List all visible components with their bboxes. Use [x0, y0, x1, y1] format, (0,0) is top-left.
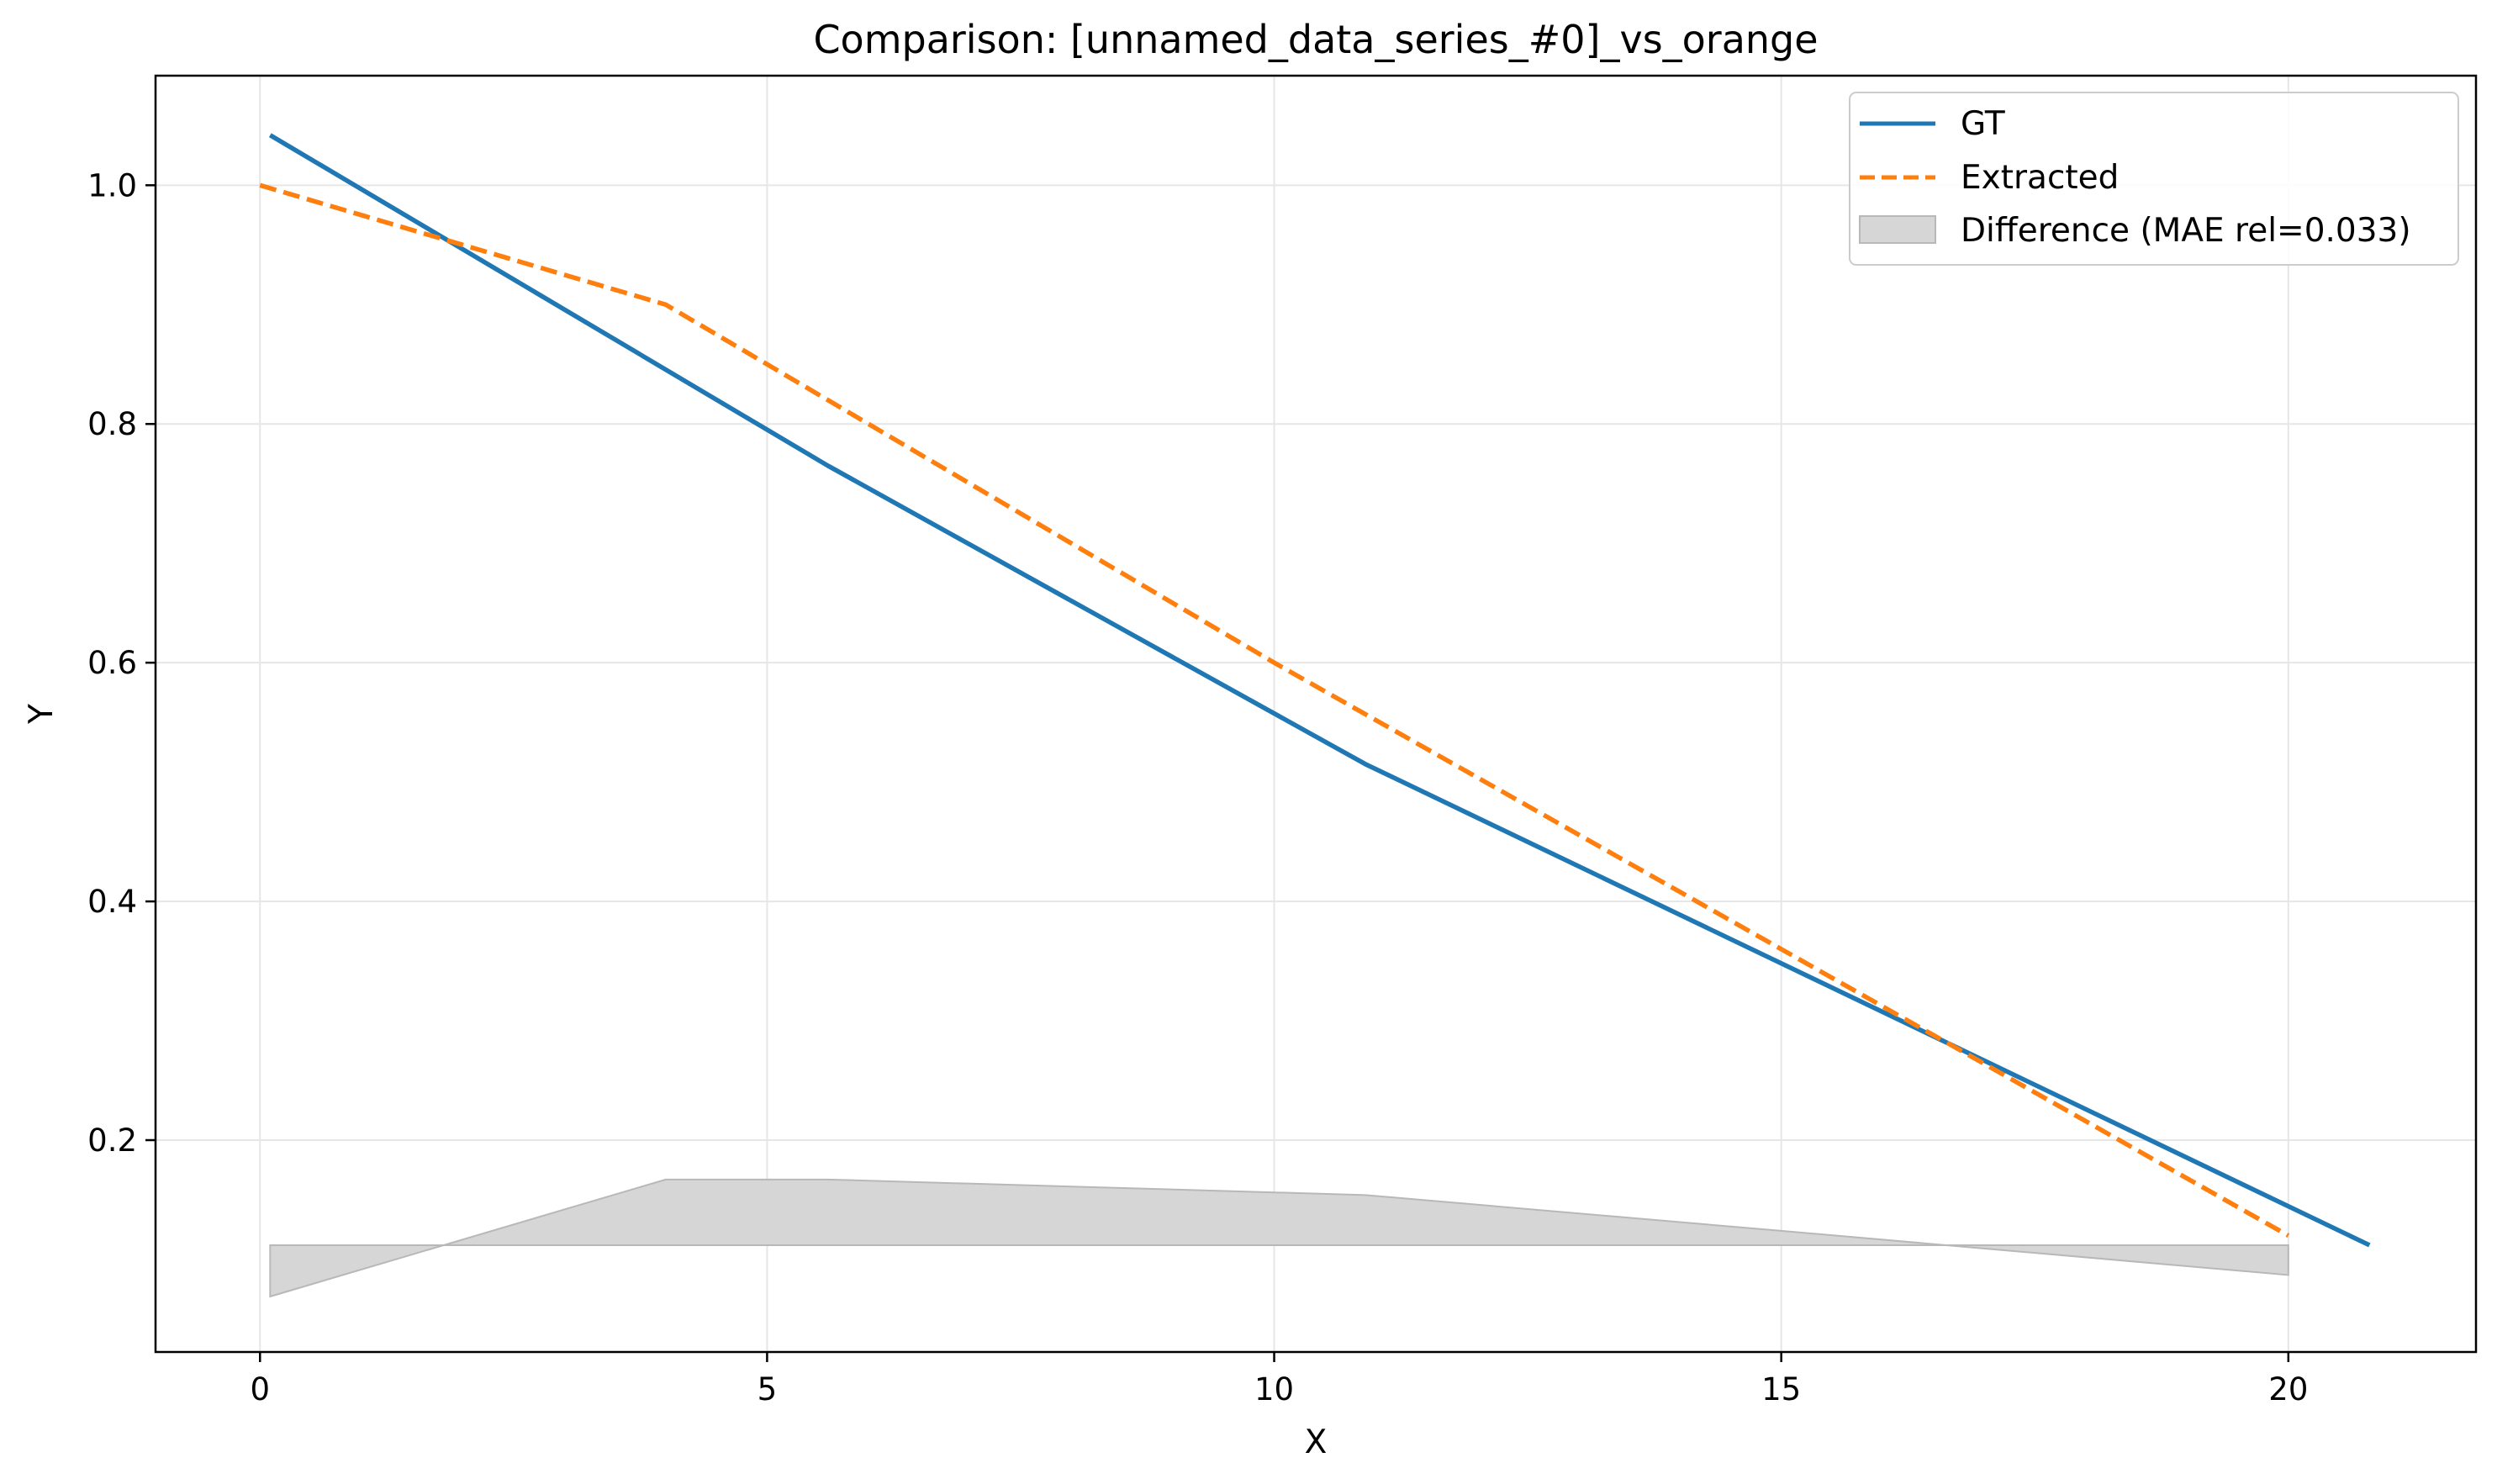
x-tick-label: 0 — [250, 1371, 270, 1407]
y-tick-label: 0.6 — [87, 645, 137, 681]
y-tick-label: 0.8 — [87, 406, 137, 442]
y-tick-label: 0.2 — [87, 1122, 137, 1159]
chart-title: Comparison: [unnamed_data_series_#0]_vs_… — [813, 17, 1818, 62]
legend-label-gt: GT — [1961, 105, 2005, 143]
legend: GT Extracted Difference (MAE rel=0.033) — [1849, 92, 2459, 266]
x-tick-label: 10 — [1254, 1371, 1294, 1407]
x-tick-label: 20 — [2268, 1371, 2308, 1407]
legend-swatch-difference — [1859, 215, 1936, 244]
series-layer — [259, 133, 2371, 1248]
legend-label-difference: Difference (MAE rel=0.033) — [1961, 212, 2411, 250]
y-axis-ticks: 0.2 0.4 0.6 0.8 1.0 — [87, 167, 156, 1159]
series-line-gt — [268, 133, 2371, 1248]
plot-area-frame — [154, 74, 2478, 1354]
difference-area-layer — [269, 1178, 2289, 1298]
legend-box — [1849, 92, 2459, 266]
series-line-extracted — [259, 182, 2290, 1238]
y-axis-label: Y — [23, 704, 61, 725]
y-tick-label: 1.0 — [87, 167, 137, 203]
difference-area — [269, 1178, 2289, 1298]
x-axis-label: X — [1305, 1423, 1328, 1461]
x-axis-ticks: 0 5 10 15 20 — [250, 1352, 2308, 1407]
x-tick-label: 15 — [1761, 1371, 1801, 1407]
x-tick-label: 5 — [758, 1371, 778, 1407]
y-tick-label: 0.4 — [87, 884, 137, 920]
legend-label-extracted: Extracted — [1961, 159, 2119, 197]
